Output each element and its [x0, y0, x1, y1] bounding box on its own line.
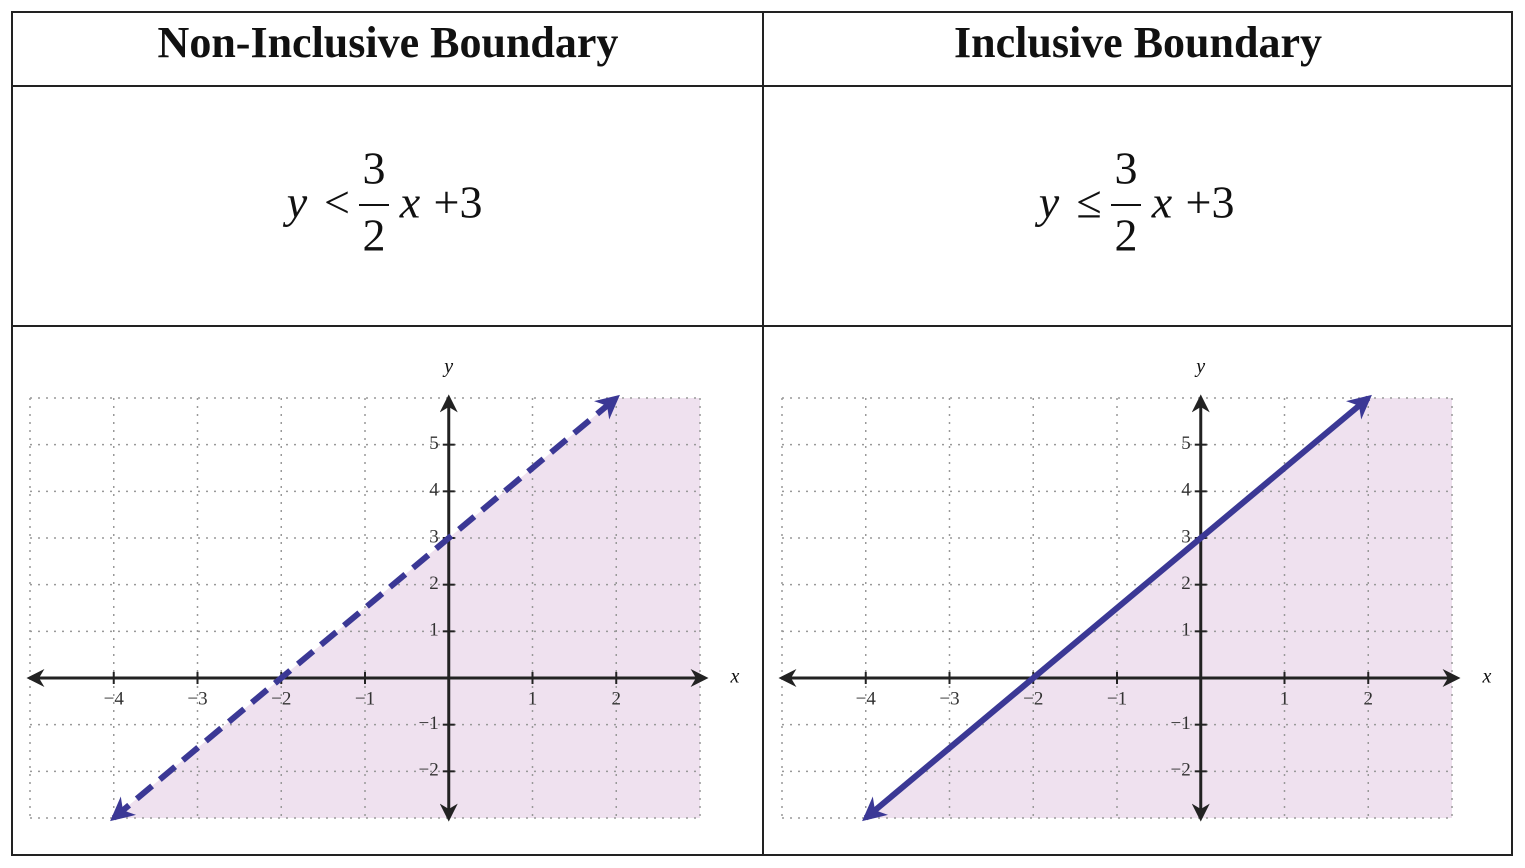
inequality-lhs: y — [283, 177, 308, 228]
x-tick-label: 1 — [1280, 688, 1290, 709]
boundary-line — [110, 394, 620, 822]
y-tick-label: 4 — [429, 480, 439, 501]
y-tick-label: 1 — [429, 620, 439, 641]
column-header: Inclusive Boundary — [954, 18, 1322, 67]
x-tick-label: −1 — [1107, 688, 1127, 709]
inequality-variable: x — [399, 177, 421, 228]
x-tick-label: 1 — [528, 688, 538, 709]
y-axis-label: y — [442, 356, 453, 378]
x-tick-label: −1 — [355, 688, 375, 709]
y-tick-label: 2 — [1181, 573, 1191, 594]
x-axis-label: x — [730, 666, 740, 688]
x-tick-label: 2 — [612, 688, 622, 709]
y-tick-label: 2 — [429, 573, 439, 594]
y-tick-label: 5 — [429, 433, 439, 454]
y-tick-label: 5 — [1181, 433, 1191, 454]
inequality-variable: x — [1151, 177, 1173, 228]
boundary-line — [862, 394, 1372, 822]
y-axis-label: y — [1194, 356, 1205, 378]
inequality-relation: ≤ — [1076, 177, 1101, 228]
y-tick-label: −1 — [1171, 713, 1191, 734]
y-tick-label: −2 — [419, 760, 439, 781]
x-tick-label: −2 — [271, 688, 291, 709]
y-tick-label: −2 — [1171, 760, 1191, 781]
x-tick-label: −3 — [187, 688, 207, 709]
column-header: Non-Inclusive Boundary — [158, 18, 619, 67]
x-axis-label: x — [1482, 666, 1492, 688]
fraction-denominator: 2 — [1115, 210, 1138, 261]
x-tick-label: −4 — [856, 688, 877, 709]
x-tick-label: −2 — [1023, 688, 1043, 709]
fraction-denominator: 2 — [363, 210, 386, 261]
inequality-relation: < — [324, 177, 350, 228]
inequality-tail: +3 — [1186, 177, 1235, 228]
solution-region — [113, 398, 700, 818]
x-tick-label: −3 — [939, 688, 959, 709]
y-tick-label: 4 — [1181, 480, 1191, 501]
fraction-numerator: 3 — [1115, 143, 1138, 194]
table-frame — [11, 11, 1513, 856]
y-tick-label: −1 — [419, 713, 439, 734]
solution-region — [865, 398, 1452, 818]
inequality-tail: +3 — [434, 177, 483, 228]
inequality-lhs: y — [1035, 177, 1060, 228]
x-tick-label: −4 — [104, 688, 125, 709]
fraction-numerator: 3 — [363, 143, 386, 194]
y-tick-label: 1 — [1181, 620, 1191, 641]
x-tick-label: 2 — [1364, 688, 1374, 709]
